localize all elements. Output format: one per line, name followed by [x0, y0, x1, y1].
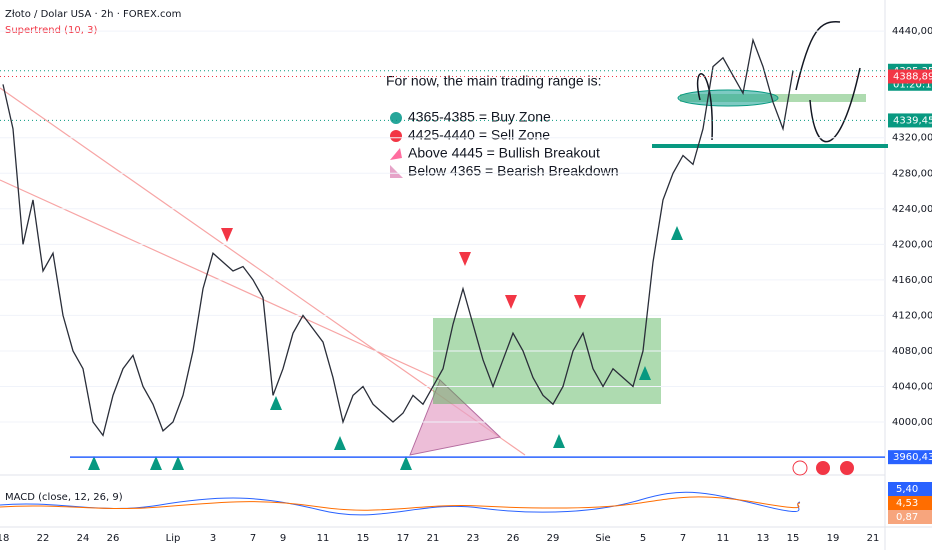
macd-label-box	[888, 496, 932, 510]
zone-ellipse	[677, 89, 779, 107]
x-tick-label: 17	[397, 533, 410, 544]
sell-arrows	[221, 228, 586, 309]
y-tick-label: 4280,00	[892, 168, 932, 179]
macd-label: 4,53	[896, 498, 918, 509]
y-tick-label: 4200,00	[892, 239, 932, 250]
x-tick-label: 11	[717, 533, 730, 544]
y-tick-label: 4160,00	[892, 275, 932, 286]
x-tick-label: 22	[37, 533, 50, 544]
price-label: 3960,43	[893, 452, 932, 463]
x-tick-label: 7	[250, 533, 256, 544]
x-tick-label: 26	[507, 533, 520, 544]
x-tick-label: 29	[547, 533, 560, 544]
macd-line	[0, 491, 801, 516]
x-tick-label: 21	[427, 533, 440, 544]
event-icons	[792, 460, 854, 476]
projection-path	[696, 21, 861, 143]
annotation: Above 4445 = Bullish Breakout	[408, 145, 600, 161]
macd-label-box	[888, 510, 932, 524]
annotation: 4365-4385 = Buy Zone	[408, 109, 551, 125]
signal-line	[0, 496, 801, 511]
y-tick-label: 4080,00	[892, 346, 932, 357]
macd-label-box	[888, 482, 932, 496]
y-tick-label: 4240,00	[892, 204, 932, 215]
x-tick-label: 5	[640, 533, 646, 544]
countdown: 01:20:15	[893, 79, 932, 90]
x-tick-label: 9	[280, 533, 286, 544]
wedge	[409, 379, 502, 456]
macd-label: 5,40	[896, 484, 918, 495]
legend-icon	[390, 148, 402, 160]
price-label: 4388,89	[893, 72, 932, 83]
price-label-box	[888, 113, 932, 128]
legend-icon	[390, 165, 403, 178]
y-tick-label: 4440,00	[892, 26, 932, 37]
range-box	[433, 318, 661, 404]
x-tick-label: 24	[77, 533, 90, 544]
x-tick-label: 19	[827, 533, 840, 544]
x-tick-label: 13	[757, 533, 770, 544]
x-tick-label: 7	[680, 533, 686, 544]
legend-icon	[390, 130, 402, 142]
annotation: Below 4365 = Bearish Breakdown	[408, 163, 619, 179]
price-label: 4339,45	[893, 115, 932, 126]
x-tick-label: 23	[467, 533, 480, 544]
y-tick-label: 4000,00	[892, 417, 932, 428]
buy-arrows	[88, 226, 683, 470]
y-tick-label: 4040,00	[892, 381, 932, 392]
y-tick-label: 4320,00	[892, 133, 932, 144]
x-tick-label: 18	[0, 533, 9, 544]
price-label-box	[888, 69, 932, 84]
x-tick-label: 26	[107, 533, 120, 544]
y-tick-label: 4120,00	[892, 310, 932, 321]
price-line	[2, 37, 794, 437]
x-tick-label: 21	[867, 533, 880, 544]
x-tick-label: 15	[357, 533, 370, 544]
legend-icon	[390, 112, 402, 124]
x-tick-label: 15	[787, 533, 800, 544]
annotation: For now, the main trading range is:	[386, 73, 602, 89]
chart-title: Złoto / Dolar USA · 2h · FOREX.com	[5, 9, 181, 20]
annotation: 4425-4440 = Sell Zone	[408, 127, 550, 143]
macd-label: 0,87	[896, 512, 918, 523]
indicator-label: Supertrend (10, 3)	[5, 25, 97, 36]
x-tick-label: Lip	[166, 533, 181, 544]
x-tick-label: 11	[317, 533, 330, 544]
macd-title: MACD (close, 12, 26, 9)	[5, 492, 123, 503]
price-label-box	[888, 450, 932, 465]
x-tick-label: 3	[210, 533, 216, 544]
x-tick-label: Sie	[595, 533, 610, 544]
